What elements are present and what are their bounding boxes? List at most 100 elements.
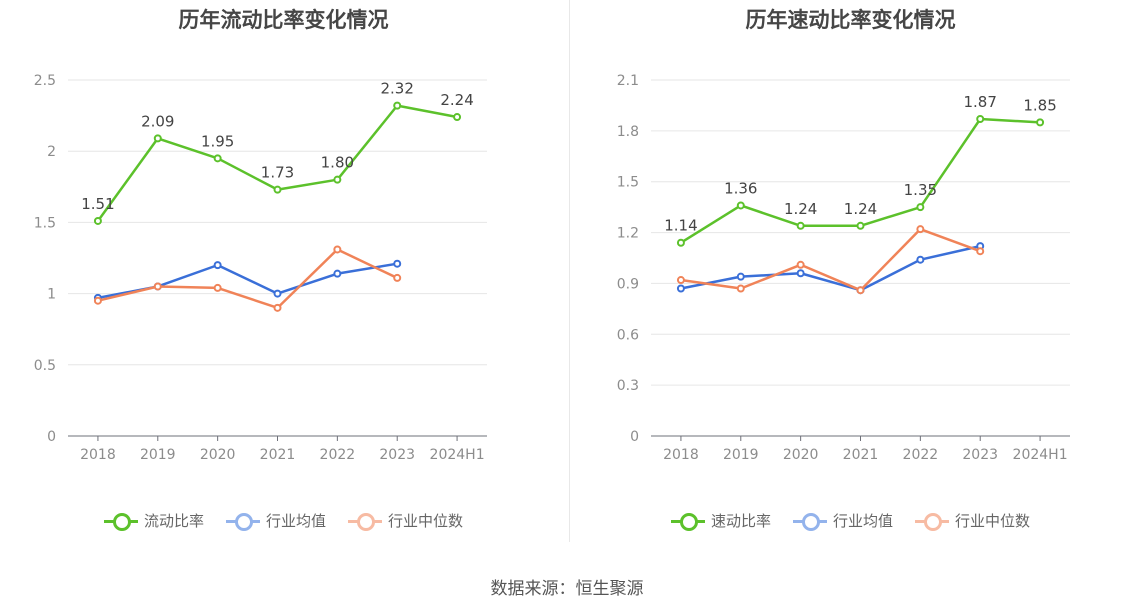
x-tick-label: 2019 xyxy=(723,447,759,463)
data-point xyxy=(1036,118,1045,127)
legend-marker-icon xyxy=(915,511,949,531)
y-tick-label: 1 xyxy=(47,287,56,303)
data-point xyxy=(393,259,402,268)
quick-ratio-plot: 0 0.3 0.6 0.9 1.2 1.5 1.8 2.1 2018 2019 2020 2021 20… xyxy=(617,73,1070,463)
legend-marker-icon xyxy=(792,511,827,531)
data-point xyxy=(916,225,925,234)
x-tick-label: 2023 xyxy=(379,447,415,463)
legend-label: 流动比率 xyxy=(143,512,204,530)
series-line xyxy=(680,227,981,292)
data-label: 1.87 xyxy=(964,93,997,111)
x-tick-label: 2024H1 xyxy=(1013,447,1068,463)
y-tick-label: 0.9 xyxy=(617,276,639,292)
data-point xyxy=(916,203,925,212)
data-label: 1.95 xyxy=(201,132,234,150)
data-point xyxy=(333,245,342,254)
data-label: 1.80 xyxy=(321,154,354,172)
data-label: 1.35 xyxy=(904,181,937,199)
data-point xyxy=(976,247,985,256)
data-point xyxy=(676,276,685,285)
legend-label: 行业中位数 xyxy=(955,512,1031,530)
y-tick-label: 1.8 xyxy=(617,124,639,140)
data-label: 2.32 xyxy=(381,80,414,98)
data-point xyxy=(213,283,222,292)
x-tick-label: 2024H1 xyxy=(430,447,485,463)
series-line xyxy=(680,244,981,292)
data-point xyxy=(333,269,342,278)
legend: 速动比率 行业均值 行业中位数 xyxy=(567,510,1134,531)
quick-ratio-chart: 历年速动比率变化情况 0 0.3 0.6 0.9 1.2 1.5 1.8 2.1 2018 201… xyxy=(567,0,1134,560)
x-tick-label: 2019 xyxy=(140,447,176,463)
data-point xyxy=(796,260,805,269)
data-point xyxy=(736,201,745,210)
y-tick-label: 0.5 xyxy=(34,358,56,374)
data-point xyxy=(736,272,745,281)
y-tick-label: 0 xyxy=(47,429,56,445)
y-tick-label: 2.1 xyxy=(617,73,639,89)
data-point xyxy=(676,238,685,247)
x-tick-label: 2018 xyxy=(663,447,699,463)
data-point xyxy=(273,303,282,312)
data-label: 1.14 xyxy=(664,217,697,235)
current-ratio-plot: 0 0.5 1 1.5 2 2.5 2018 2019 2020 2021 2022 2023 2024… xyxy=(34,73,487,463)
current-ratio-chart: 历年流动比率变化情况 0 0.5 1 1.5 2 2.5 2018 2019 2020 2021 2… xyxy=(0,0,567,560)
legend-item-industry-median[interactable]: 行业中位数 xyxy=(348,510,463,531)
legend-item-industry-median[interactable]: 行业中位数 xyxy=(915,510,1030,531)
data-point xyxy=(453,113,462,122)
data-label: 1.51 xyxy=(81,195,114,213)
x-tick-label: 2022 xyxy=(903,447,939,463)
x-tick-label: 2022 xyxy=(320,447,356,463)
data-point xyxy=(93,216,102,225)
data-point xyxy=(976,114,985,123)
y-tick-label: 0.3 xyxy=(617,378,639,394)
legend-item-industry-mean[interactable]: 行业均值 xyxy=(225,510,326,531)
data-label: 1.36 xyxy=(724,179,757,197)
data-point xyxy=(393,273,402,282)
x-tick-label: 2020 xyxy=(783,447,819,463)
data-point xyxy=(273,289,282,298)
data-point xyxy=(93,296,102,305)
data-point xyxy=(856,221,865,230)
legend-item-current-ratio[interactable]: 流动比率 xyxy=(103,510,204,531)
legend-marker-icon xyxy=(348,511,382,531)
legend-item-quick-ratio[interactable]: 速动比率 xyxy=(670,510,771,531)
y-tick-label: 0.6 xyxy=(617,327,639,343)
data-label: 2.09 xyxy=(141,112,174,130)
legend-marker-icon xyxy=(670,511,705,531)
data-point xyxy=(273,185,282,194)
data-point xyxy=(736,284,745,293)
chart-title: 历年流动比率变化情况 xyxy=(178,8,389,32)
x-tick-label: 2018 xyxy=(80,447,116,463)
legend: 流动比率 行业均值 行业中位数 xyxy=(0,510,567,531)
legend-item-industry-mean[interactable]: 行业均值 xyxy=(792,510,893,531)
data-point xyxy=(213,154,222,163)
data-point xyxy=(796,269,805,278)
y-tick-label: 1.2 xyxy=(617,226,639,242)
x-tick-label: 2020 xyxy=(200,447,236,463)
y-tick-label: 2 xyxy=(47,144,56,160)
legend-marker-icon xyxy=(225,511,260,531)
data-point xyxy=(796,221,805,230)
legend-label: 速动比率 xyxy=(710,512,771,530)
x-tick-label: 2021 xyxy=(260,447,296,463)
series-line xyxy=(97,262,398,300)
data-point xyxy=(916,255,925,264)
data-source: 数据来源：恒生聚源 xyxy=(490,579,644,599)
legend-label: 行业均值 xyxy=(832,512,893,530)
y-tick-label: 1.5 xyxy=(617,175,639,191)
y-tick-label: 2.5 xyxy=(34,73,56,89)
y-tick-label: 0 xyxy=(630,429,639,445)
y-tick-label: 1.5 xyxy=(34,215,56,231)
data-label: 1.85 xyxy=(1023,96,1056,114)
data-point xyxy=(153,134,162,143)
legend-marker-icon xyxy=(103,511,138,531)
data-point xyxy=(333,175,342,184)
chart-divider xyxy=(569,0,570,542)
legend-label: 行业均值 xyxy=(265,512,326,530)
data-label: 1.73 xyxy=(261,164,294,182)
data-point xyxy=(393,101,402,110)
data-point xyxy=(856,286,865,295)
data-label: 2.24 xyxy=(440,91,473,109)
data-point xyxy=(676,284,685,293)
x-tick-label: 2021 xyxy=(843,447,879,463)
